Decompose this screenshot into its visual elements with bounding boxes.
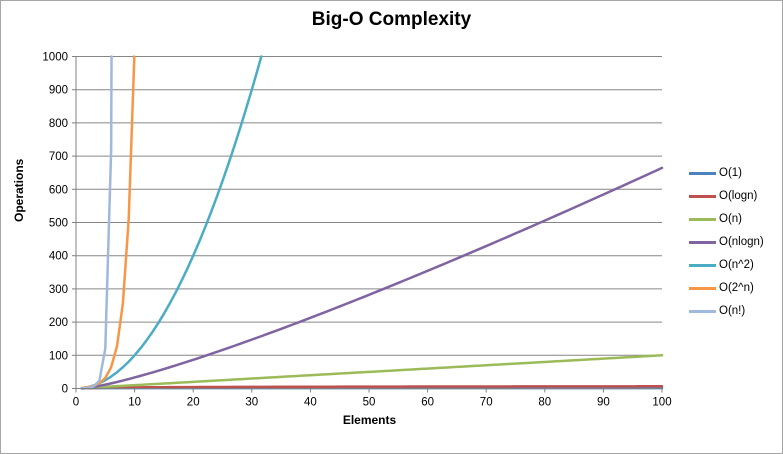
series-line-on [80, 55, 113, 390]
y-tick-label: 400 [49, 251, 68, 263]
legend-swatch [689, 194, 716, 198]
legend: O(1) O(logn) O(n) O(nlogn) O(n^2) O(2^n) O(n!) [689, 166, 764, 327]
legend-item: O(logn) [689, 189, 764, 203]
series-line-onlogn [80, 166, 664, 390]
chart-title: Big-O Complexity [311, 9, 472, 30]
y-axis-label: Operations [12, 158, 26, 222]
legend-item: O(n^2) [689, 258, 764, 272]
legend-swatch [689, 263, 716, 267]
legend-swatch [689, 240, 716, 244]
x-tick-label: 50 [363, 397, 376, 409]
legend-item: O(n) [689, 212, 764, 226]
x-axis-label: Elements [342, 413, 397, 427]
legend-label: O(nlogn) [719, 236, 764, 248]
x-tick-label: 20 [187, 397, 200, 409]
legend-item: O(nlogn) [689, 235, 764, 249]
legend-label: O(logn) [719, 190, 758, 202]
y-tick-label: 600 [49, 184, 68, 196]
series-line-on2 [80, 55, 263, 390]
x-tick-label: 60 [421, 397, 434, 409]
legend-label: O(n!) [719, 305, 746, 317]
legend-item: O(n!) [689, 304, 764, 318]
legend-label: O(n) [719, 213, 742, 225]
series-line-on [80, 354, 664, 390]
y-tick-label: 700 [49, 151, 68, 163]
x-tick-label: 30 [245, 397, 258, 409]
x-tick-label: 90 [597, 397, 610, 409]
legend-swatch [689, 309, 716, 313]
legend-item: O(1) [689, 166, 764, 180]
y-tick-label: 1000 [42, 52, 68, 64]
x-tick-label: 70 [480, 397, 493, 409]
x-tick-label: 10 [128, 397, 141, 409]
legend-label: O(n^2) [719, 259, 754, 271]
x-tick-label: 100 [652, 397, 671, 409]
series-line-ologn [80, 385, 664, 390]
y-tick-label: 300 [49, 284, 68, 296]
y-tick-label: 500 [49, 218, 68, 230]
y-tick-label: 900 [49, 85, 68, 97]
legend-item: O(2^n) [689, 281, 764, 295]
legend-label: O(2^n) [719, 282, 754, 294]
x-tick-label: 80 [538, 397, 551, 409]
legend-swatch [689, 217, 716, 221]
x-tick-label: 0 [73, 397, 79, 409]
y-tick-label: 0 [62, 384, 68, 396]
y-tick-label: 200 [49, 317, 68, 329]
legend-label: O(1) [719, 167, 742, 179]
y-tick-label: 800 [49, 118, 68, 130]
legend-swatch [689, 171, 716, 175]
legend-swatch [689, 286, 716, 290]
y-tick-label: 100 [49, 350, 68, 362]
x-tick-label: 40 [304, 397, 317, 409]
